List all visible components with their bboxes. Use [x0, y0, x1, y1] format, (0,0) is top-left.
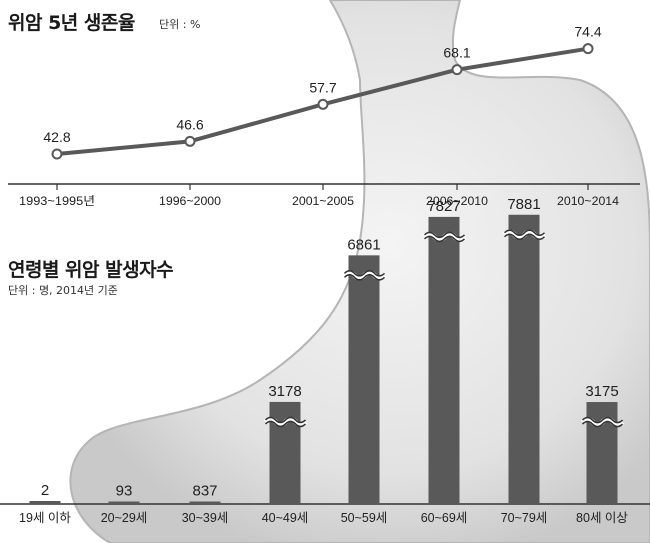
x-tick-label: 1996~2000 — [159, 194, 221, 208]
x-tick-label: 2010~2014 — [557, 194, 619, 208]
bar — [189, 501, 221, 504]
data-label: 6861 — [347, 236, 380, 253]
data-label: 93 — [116, 483, 133, 500]
data-label: 2 — [41, 482, 49, 499]
axis-break-gap — [422, 231, 467, 242]
axis-break-gap — [263, 416, 308, 427]
data-label: 7827 — [427, 198, 460, 215]
axis-break-mark — [264, 416, 307, 424]
x-tick-label: 2006~2010 — [426, 194, 488, 208]
data-label: 7881 — [507, 196, 540, 213]
survival-chart-title: 위암 5년 생존율 — [8, 12, 135, 34]
bar — [269, 401, 301, 504]
bar — [29, 501, 61, 504]
axis-break-mark — [503, 229, 546, 237]
survival-chart-unit: 단위 : % — [159, 18, 201, 31]
axis-break-mark — [503, 233, 546, 241]
x-tick-label: 20~29세 — [101, 511, 148, 525]
x-tick-label: 80세 이상 — [576, 511, 628, 525]
axis-break-mark — [581, 416, 624, 424]
data-label: 837 — [192, 483, 217, 500]
x-tick-label: 60~69세 — [421, 511, 468, 525]
axis-break-gap — [580, 417, 625, 428]
data-point — [317, 98, 329, 110]
axis-break-gap — [342, 270, 387, 281]
x-tick-label: 19세 이하 — [19, 511, 71, 525]
survival-line-chart: 42.8 1993~1995년 46.6 1996~2000 57.7 2001~2005… — [8, 24, 640, 208]
data-label: 3175 — [585, 383, 618, 400]
bar — [108, 501, 140, 504]
axis-break-mark — [423, 231, 466, 239]
data-point — [582, 43, 594, 55]
axis-break-mark — [264, 420, 307, 428]
data-point — [451, 64, 463, 76]
data-label: 74.4 — [574, 24, 601, 40]
data-label: 42.8 — [43, 129, 70, 145]
data-label: 3178 — [268, 383, 301, 400]
axis-break-mark — [581, 420, 624, 428]
data-label: 57.7 — [309, 79, 336, 95]
incidence-chart-unit: 단위 : 명, 2014년 기준 — [8, 284, 118, 297]
x-tick-label: 50~59세 — [341, 511, 388, 525]
x-tick-label: 2001~2005 — [292, 194, 354, 208]
x-tick-label: 40~49세 — [262, 511, 309, 525]
data-label: 68.1 — [443, 45, 470, 61]
bar — [428, 216, 460, 505]
data-point — [51, 148, 63, 160]
data-point — [184, 135, 196, 147]
x-tick-label: 70~79세 — [501, 511, 548, 525]
bar — [586, 402, 618, 504]
bar — [508, 214, 540, 505]
axis-break-gap — [502, 229, 547, 240]
x-tick-label: 30~39세 — [182, 511, 229, 525]
data-label: 46.6 — [176, 116, 203, 132]
axis-break-mark — [423, 235, 466, 243]
axis-break-mark — [343, 274, 386, 281]
x-tick-label: 1993~1995년 — [19, 194, 95, 208]
incidence-chart-title: 연령별 위암 발생자수 — [8, 259, 174, 281]
bar — [348, 255, 380, 504]
axis-break-mark — [343, 270, 386, 277]
